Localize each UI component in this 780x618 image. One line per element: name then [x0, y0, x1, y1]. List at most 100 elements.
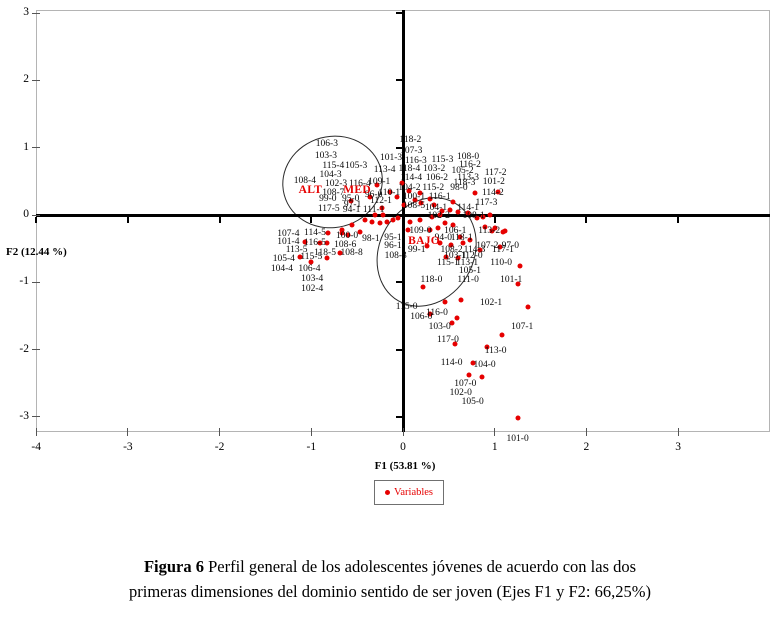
x-border-tick [127, 428, 129, 436]
legend-label: Variables [393, 487, 434, 498]
point-label: 98-0 [450, 183, 468, 194]
point-label: 104-4 [270, 263, 294, 274]
scatter-dot [435, 225, 441, 231]
point-label: 108-6 [334, 240, 357, 251]
scatter-dot [339, 227, 345, 233]
x-tick-label: -2 [214, 441, 225, 453]
point-label: 117-1 [492, 244, 514, 255]
point-label: 113-1 [456, 257, 479, 268]
point-label: 107-2 [476, 240, 499, 251]
y-border-tick [32, 79, 40, 81]
scatter-dot [317, 240, 323, 246]
point-label: 116-1 [428, 191, 451, 202]
point-label: 96-1 [384, 240, 402, 251]
point-label: 103-2 [423, 164, 446, 175]
scatter-dot [465, 210, 471, 216]
scatter-dot [348, 198, 354, 204]
scatter-dot [418, 200, 424, 206]
point-label: 103-3 [314, 150, 338, 161]
x-border-tick [219, 428, 221, 436]
scatter-dot [384, 219, 390, 225]
point-label: 109-1 [368, 177, 391, 188]
x-axis-tick [310, 217, 313, 223]
y-axis-tick [396, 214, 402, 216]
y-axis-tick [396, 348, 402, 351]
scatter-dot [443, 254, 449, 260]
scatter-dot [492, 225, 498, 231]
y-border-tick [32, 416, 40, 418]
x-axis-tick [493, 217, 496, 223]
y-border-tick [32, 12, 40, 14]
point-label: 101-0 [506, 434, 529, 445]
scatter-dot [417, 217, 423, 223]
y-tick-label: 3 [23, 6, 29, 19]
scatter-dot [482, 224, 488, 230]
scatter-dot [377, 220, 383, 226]
point-label: 95-1 [384, 232, 402, 243]
scatter-dot [395, 215, 401, 221]
point-label: 108-5 [402, 201, 426, 212]
scatter-dot [362, 217, 368, 223]
y-axis-tick [396, 12, 402, 15]
scatter-dot [455, 209, 461, 215]
point-label: 105-2 [451, 166, 474, 177]
point-label: 111-0 [457, 275, 479, 286]
x-border-tick [677, 428, 679, 436]
point-label: 113-5 [285, 244, 308, 255]
point-label: 108-7 [322, 187, 345, 198]
point-label: 101-2 [482, 177, 505, 188]
point-label: 100-1 [402, 191, 426, 202]
point-label: 108-8 [340, 247, 363, 258]
scatter-dot [417, 190, 423, 196]
point-label: 113-2 [478, 226, 501, 237]
x-axis-tick [677, 217, 680, 223]
point-label: 115-4 [322, 160, 345, 171]
point-label: 102-3 [324, 179, 348, 190]
scatter-dot [427, 227, 433, 233]
x-tick-label: -4 [31, 441, 41, 453]
point-label: 116-0 [426, 308, 448, 319]
point-label: 97-1 [343, 199, 362, 210]
scatter-dot [372, 212, 378, 218]
scatter-dot [387, 189, 393, 195]
x-axis-tick [218, 217, 221, 223]
point-label: 106-4 [298, 263, 321, 274]
point-label: 114-3 [463, 244, 486, 255]
point-label: 96-0 [364, 189, 383, 200]
y-tick-label: -1 [19, 275, 29, 288]
scatter-dot [484, 344, 490, 350]
point-label: 118-4 [398, 164, 421, 175]
scatter-dot [308, 259, 314, 265]
y-border-tick [32, 147, 40, 149]
point-label: 118-1 [450, 232, 473, 243]
scatter-dot [477, 247, 483, 253]
scatter-dot [297, 254, 303, 260]
x-border-tick [402, 428, 404, 436]
point-label: 104-3 [319, 170, 342, 181]
scatter-dot [429, 214, 435, 220]
point-label: 107-3 [400, 146, 423, 157]
point-label: 106-0 [410, 312, 433, 323]
point-label: 117-0 [437, 335, 459, 346]
y-tick-label: 2 [23, 73, 29, 86]
point-label: 115-5 [300, 251, 323, 262]
legend: Variables [374, 480, 444, 505]
x-axis-tick [402, 217, 404, 223]
x-axis-tick [126, 217, 129, 223]
x-tick-label: 1 [491, 441, 498, 453]
y-axis-tick [396, 281, 402, 284]
point-label: 115-1 [437, 257, 459, 268]
point-label: 106-3 [315, 138, 338, 149]
scatter-dot [502, 228, 508, 234]
point-label: 107-0 [454, 378, 477, 389]
point-label: 115-2 [422, 183, 445, 194]
scatter-dot [474, 215, 480, 221]
point-label: 103-4 [301, 273, 324, 284]
point-label: 108-0 [457, 152, 480, 163]
scatter-dot [405, 227, 411, 233]
scatter-dot [407, 219, 413, 225]
point-label: 116-3 [404, 156, 427, 167]
scatter-dot [460, 240, 466, 246]
scatter-dot [450, 222, 456, 228]
